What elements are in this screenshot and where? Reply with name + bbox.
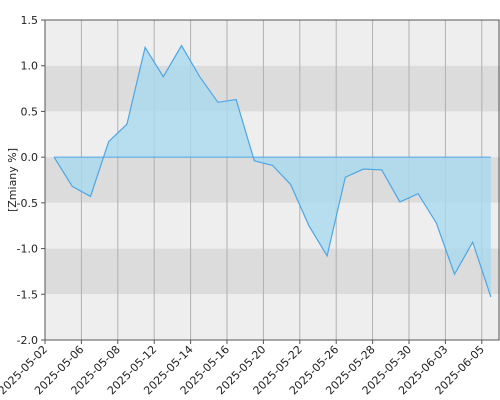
y-tick-label: -1.0 <box>17 243 38 256</box>
grid-band <box>45 65 500 112</box>
y-tick-label: 0.5 <box>21 105 39 118</box>
plot-border <box>44 19 500 341</box>
grid-band <box>45 202 500 249</box>
grid-band <box>45 248 500 295</box>
y-axis-label: [Zmiany %] <box>6 148 19 212</box>
grid-band <box>45 294 500 340</box>
line <box>53 44 492 298</box>
y-tick-label: -1.5 <box>17 288 38 301</box>
y-tick-label: 1.0 <box>21 60 39 73</box>
area <box>54 45 491 298</box>
y-tick-label: -0.5 <box>17 197 38 210</box>
y-tick-label: -2.0 <box>17 334 38 347</box>
y-tick-label: 0.0 <box>21 151 39 164</box>
y-tick-label: 1.5 <box>21 14 39 27</box>
grid-band <box>45 20 500 66</box>
